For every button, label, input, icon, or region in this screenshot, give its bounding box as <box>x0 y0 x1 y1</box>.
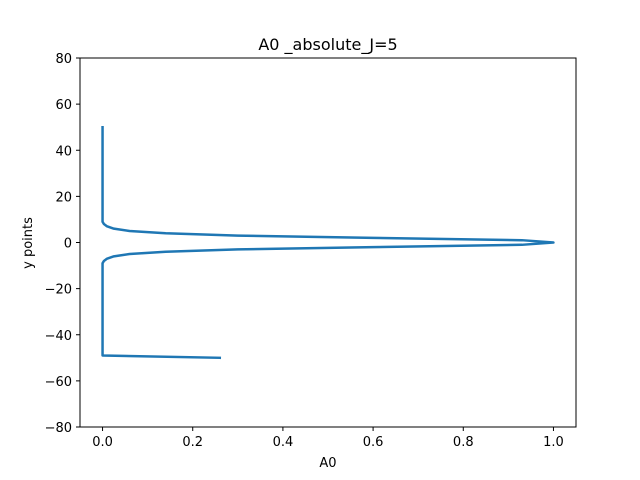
x-tick-label: 0.8 <box>453 435 474 450</box>
x-tick-label: 0.4 <box>273 435 294 450</box>
y-tick-label: 80 <box>55 52 72 67</box>
y-tick-label: −80 <box>45 421 72 436</box>
y-tick-label: −20 <box>45 283 72 298</box>
series-line-0 <box>101 125 555 360</box>
y-tick-label: 0 <box>64 237 72 252</box>
x-tick-label: 0.6 <box>363 435 384 450</box>
x-tick-label: 1.0 <box>543 435 564 450</box>
y-tick-label: 60 <box>55 98 72 113</box>
x-axis-ticks: 0.0 0.2 0.4 0.6 0.8 1.0 <box>92 427 564 450</box>
y-tick-label: −40 <box>45 329 72 344</box>
y-tick-label: 40 <box>55 144 72 159</box>
x-tick-label: 0.2 <box>182 435 203 450</box>
y-axis-ticks: −80 −60 −40 −20 0 20 40 60 80 <box>45 52 80 436</box>
x-axis-label: A0 <box>319 456 336 471</box>
chart-title: A0 _absolute_J=5 <box>258 35 397 55</box>
y-tick-label: −60 <box>45 375 72 390</box>
x-tick-label: 0.0 <box>92 435 113 450</box>
y-axis-label: y points <box>21 217 36 269</box>
y-tick-label: 20 <box>55 190 72 205</box>
